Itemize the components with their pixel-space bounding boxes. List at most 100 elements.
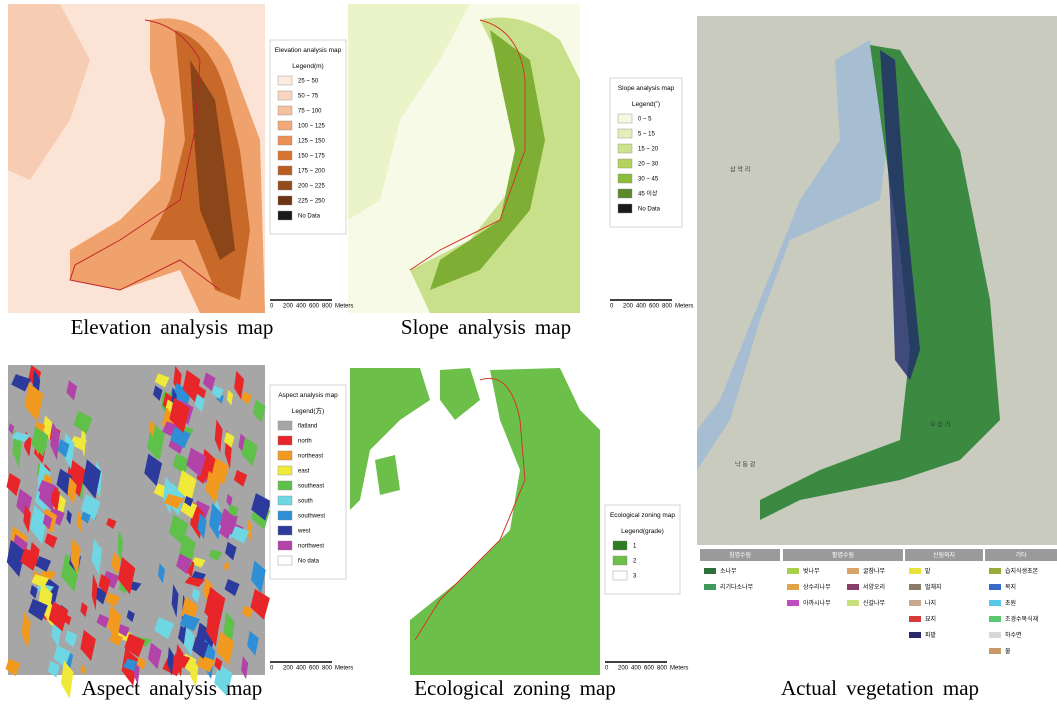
scale-label: 600 [309, 304, 320, 310]
legend-swatch [278, 526, 292, 535]
scale-label: Meters [670, 666, 688, 672]
legend-swatch [618, 144, 632, 153]
caption: Aspect analysis map [82, 676, 263, 700]
legend-swatch [618, 174, 632, 183]
legend-label: 25 ~ 50 [298, 79, 319, 85]
aspect-map [5, 365, 271, 699]
legend-swatch [278, 136, 292, 145]
legend-swatch [278, 496, 292, 505]
legend-label: 0 ~ 5 [638, 117, 652, 123]
scale-label: 400 [631, 666, 642, 672]
elevation-map [8, 4, 265, 313]
legend-swatch [278, 196, 292, 205]
legend-label: 서양오리 [863, 583, 885, 591]
legend-swatch [909, 616, 921, 622]
legend-swatch [618, 159, 632, 168]
legend-label: west [297, 529, 311, 535]
legend-swatch [278, 511, 292, 520]
scale-label: 600 [309, 666, 320, 672]
legend-label: 150 ~ 175 [298, 154, 326, 160]
legend-label: 목지 [1005, 583, 1016, 591]
legend-label: 75 ~ 100 [298, 109, 322, 115]
legend-label: 20 ~ 30 [638, 162, 659, 168]
caption: Slope analysis map [401, 315, 571, 339]
scale-label: 800 [322, 304, 333, 310]
legend-label: 신갈나무 [863, 599, 886, 607]
legend-swatch [278, 166, 292, 175]
legend-swatch [989, 584, 1001, 590]
legend-label: 습지식생초본 [1005, 567, 1039, 575]
scale-label: Meters [335, 666, 353, 672]
legend-label: southwest [298, 514, 325, 520]
scale-label: 400 [296, 666, 307, 672]
legend-swatch [278, 541, 292, 550]
legend-swatch [278, 151, 292, 160]
legend-header: 활엽수림 [832, 551, 854, 559]
legend-subtitle: Legend(˚) [632, 100, 660, 108]
legend-label: north [298, 439, 312, 445]
legend-subtitle: Legend(方) [292, 406, 325, 415]
legend-swatch [787, 600, 799, 606]
place-label: 낙 동 강 [735, 461, 756, 469]
legend-header: 기타 [1015, 551, 1027, 559]
legend-title: Ecological zoning map [610, 512, 675, 519]
scale-label: 200 [623, 304, 634, 310]
legend-title: Aspect analysis map [278, 392, 338, 399]
legend-label: 45 이상 [638, 190, 658, 198]
scale-label: 800 [662, 304, 673, 310]
legend-label: 하수면 [1005, 631, 1022, 639]
legend-label: 리기다소나무 [720, 583, 754, 591]
legend-swatch [278, 121, 292, 130]
legend-label: 125 ~ 150 [298, 139, 326, 145]
legend-swatch [278, 451, 292, 460]
scale-label: 600 [649, 304, 660, 310]
legend-swatch [618, 189, 632, 198]
legend-swatch [278, 106, 292, 115]
legend-swatch [618, 114, 632, 123]
legend-header: 산림외지 [933, 551, 955, 559]
legend-swatch [989, 568, 1001, 574]
legend-label: 175 ~ 200 [298, 169, 326, 175]
legend-swatch [704, 568, 716, 574]
legend-label: 물 [1005, 648, 1011, 655]
legend-subtitle: Legend(grade) [621, 528, 664, 535]
scale-label: Meters [335, 304, 353, 310]
legend-label: 상수리나무 [803, 583, 831, 591]
legend-swatch [613, 541, 627, 550]
legend-label: 225 ~ 250 [298, 199, 326, 205]
legend-label: 초원 [1005, 599, 1016, 607]
legend-swatch [613, 571, 627, 580]
legend-header: 침엽수림 [729, 551, 751, 559]
scale-label: 600 [644, 666, 655, 672]
scale-label: 200 [283, 666, 294, 672]
legend-label: 나지 [925, 599, 936, 607]
legend-swatch [613, 556, 627, 565]
legend-swatch [909, 568, 921, 574]
legend-label: 파밭 [925, 631, 937, 639]
legend-label: 100 ~ 125 [298, 124, 326, 130]
scale-label: 800 [657, 666, 668, 672]
legend-swatch [847, 584, 859, 590]
legend-label: 소나무 [720, 567, 737, 575]
legend-label: 30 ~ 45 [638, 177, 659, 183]
caption: Elevation analysis map [71, 315, 274, 339]
legend-swatch [909, 584, 921, 590]
legend-label: 200 ~ 225 [298, 184, 326, 190]
legend-label: 묘지 [925, 615, 936, 623]
figure: Elevation analysis mapElevation analysis… [0, 0, 1057, 712]
legend-swatch [618, 129, 632, 138]
legend-swatch [909, 632, 921, 638]
scale-label: 400 [636, 304, 647, 310]
legend-swatch [618, 204, 632, 213]
legend-swatch [989, 616, 1001, 622]
legend-label: 벌채지 [925, 583, 942, 591]
legend-swatch [278, 466, 292, 475]
legend-swatch [787, 568, 799, 574]
legend-swatch [847, 568, 859, 574]
legend-swatch [989, 600, 1001, 606]
legend-label: southeast [298, 484, 324, 490]
caption: Ecological zoning map [414, 676, 616, 700]
legend-swatch [278, 556, 292, 565]
legend-label: 5 ~ 15 [638, 132, 656, 138]
legend-label: 조경수목식재 [1005, 615, 1038, 623]
